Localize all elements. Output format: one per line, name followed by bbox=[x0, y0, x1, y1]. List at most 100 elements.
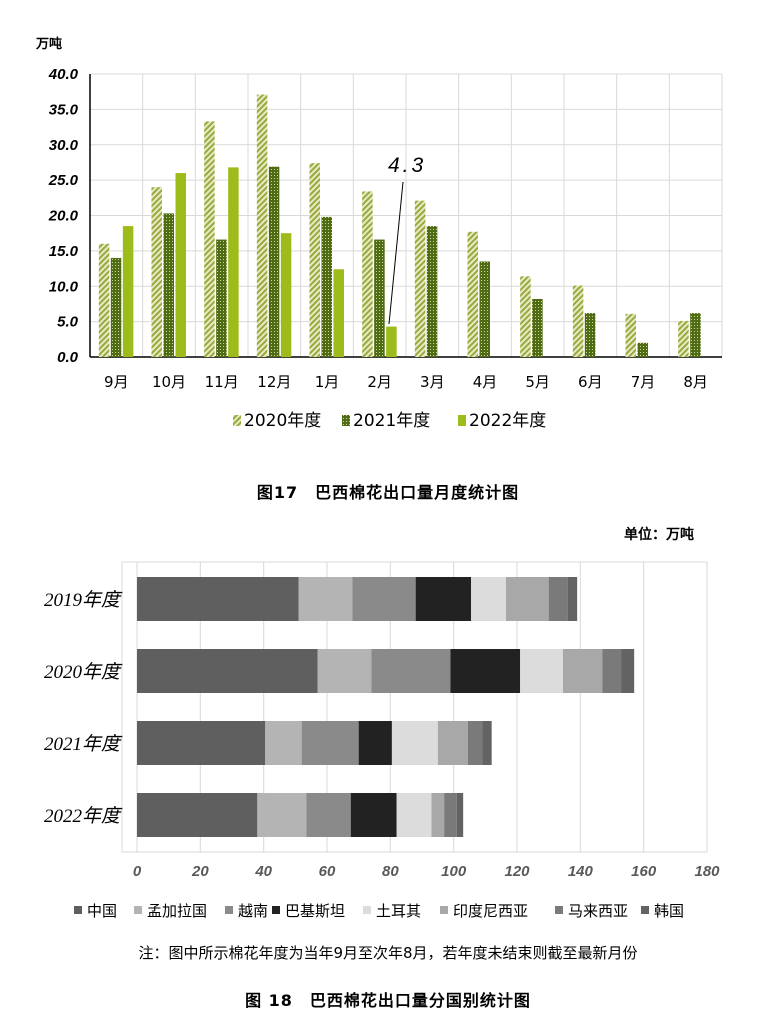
x-tick-label: 6月 bbox=[578, 373, 603, 391]
bar-2021年度-9月 bbox=[110, 257, 122, 357]
x-tick-label: 1月 bbox=[315, 373, 340, 391]
y-tick-label: 40.0 bbox=[48, 66, 79, 83]
bar-2021年度-6月 bbox=[584, 313, 596, 357]
figure18-note: 注：图中所示棉花年度为当年9月至次年8月，若年度未结束则截至最新月份 bbox=[138, 944, 637, 962]
bar-2020年度-12月 bbox=[256, 94, 268, 357]
bar-孟加拉国-2019年度 bbox=[298, 577, 353, 621]
legend-label-2021年度: 2021年度 bbox=[353, 411, 430, 431]
bar-巴基斯坦-2022年度 bbox=[350, 793, 397, 837]
bar-2022年度-9月 bbox=[122, 226, 134, 357]
y-tick-label: 15.0 bbox=[49, 243, 79, 260]
bar-韩国-2021年度 bbox=[482, 721, 492, 765]
figure17-legend: 2020年度 2021年度 2022年度 bbox=[233, 411, 546, 431]
bar-2022年度-2月 bbox=[386, 326, 397, 357]
figure17-bars bbox=[98, 94, 701, 357]
bar-印度尼西亚-2021年度 bbox=[437, 721, 468, 765]
x-tick-label: 100 bbox=[441, 863, 467, 880]
bar-越南-2019年度 bbox=[352, 577, 416, 621]
bar-2020年度-10月 bbox=[151, 187, 162, 357]
bar-2021年度-4月 bbox=[479, 261, 490, 357]
bar-韩国-2020年度 bbox=[621, 649, 635, 693]
legend-label-2020年度: 2020年度 bbox=[244, 411, 321, 431]
figure18-country-chart: 单位：万吨 2019年度 2020年度 2021年度 2022年度 0 20 40 60 80… bbox=[44, 526, 720, 1010]
annotation-label: 4.3 bbox=[388, 154, 426, 177]
bar-2020年度-7月 bbox=[625, 313, 636, 357]
x-tick-label: 120 bbox=[504, 863, 530, 880]
x-tick-label: 20 bbox=[191, 863, 209, 880]
bar-2020年度-8月 bbox=[678, 320, 689, 357]
bar-2021年度-1月 bbox=[321, 216, 332, 357]
bar-巴基斯坦-2020年度 bbox=[450, 649, 521, 693]
bar-2020年度-4月 bbox=[467, 231, 478, 357]
bar-马来西亚-2020年度 bbox=[602, 649, 622, 693]
legend-label-韩国: 韩国 bbox=[654, 902, 684, 920]
bar-2020年度-2月 bbox=[362, 191, 373, 357]
legend-swatch-越南 bbox=[225, 906, 233, 914]
bar-2020年度-1月 bbox=[309, 163, 320, 357]
figure17-monthly-chart: 万吨 0.0 5.0 10.0 15.0 20.0 25.0 30.0 35.0 40.0 9月… bbox=[35, 36, 723, 502]
bar-2021年度-11月 bbox=[216, 239, 227, 357]
x-tick-label: 60 bbox=[319, 863, 336, 880]
y-tick-label: 20.0 bbox=[48, 208, 79, 225]
bar-2020年度-3月 bbox=[414, 200, 426, 357]
x-tick-label: 4月 bbox=[473, 373, 498, 391]
figure18-caption: 图 18 巴西棉花出口量分国别统计图 bbox=[245, 991, 531, 1010]
bar-孟加拉国-2021年度 bbox=[265, 721, 302, 765]
bar-2021年度-12月 bbox=[268, 166, 280, 357]
legend-swatch-中国 bbox=[74, 906, 82, 914]
bar-越南-2022年度 bbox=[306, 793, 351, 837]
legend-label-孟加拉国: 孟加拉国 bbox=[147, 902, 207, 920]
bar-2021年度-5月 bbox=[532, 298, 543, 357]
legend-swatch-2021年度 bbox=[342, 415, 350, 426]
x-tick-label: 3月 bbox=[420, 373, 445, 391]
legend-label-马来西亚: 马来西亚 bbox=[568, 902, 628, 920]
bar-2021年度-2月 bbox=[374, 239, 385, 357]
x-tick-label: 0 bbox=[133, 863, 142, 880]
x-tick-label: 180 bbox=[694, 863, 720, 880]
x-tick-label: 12月 bbox=[257, 373, 291, 391]
x-tick-label: 5月 bbox=[525, 373, 550, 391]
bar-2021年度-10月 bbox=[163, 213, 174, 357]
bar-2020年度-6月 bbox=[572, 285, 584, 357]
x-tick-label: 2月 bbox=[367, 373, 392, 391]
bar-2020年度-11月 bbox=[204, 121, 215, 357]
bar-中国-2020年度 bbox=[137, 649, 318, 693]
figure17-unit-label: 万吨 bbox=[35, 36, 62, 52]
bar-孟加拉国-2022年度 bbox=[257, 793, 307, 837]
bar-2022年度-12月 bbox=[280, 233, 292, 357]
bar-巴基斯坦-2021年度 bbox=[358, 721, 392, 765]
bar-印度尼西亚-2019年度 bbox=[505, 577, 549, 621]
y-tick-label: 35.0 bbox=[49, 101, 79, 118]
y-tick-label: 5.0 bbox=[57, 314, 79, 331]
legend-swatch-印度尼西亚 bbox=[440, 906, 448, 914]
legend-swatch-土耳其 bbox=[363, 906, 371, 914]
figure17-x-tick-labels: 9月 10月 11月 12月 1月 2月 3月 4月 5月 6月 7月 8月 bbox=[104, 373, 708, 391]
legend-swatch-2020年度 bbox=[233, 415, 241, 426]
figure17-y-tick-labels: 0.0 5.0 10.0 15.0 20.0 25.0 30.0 35.0 40.0 bbox=[48, 66, 79, 366]
x-tick-label: 11月 bbox=[205, 373, 239, 391]
bar-2022年度-1月 bbox=[333, 269, 344, 357]
x-tick-label: 7月 bbox=[631, 373, 656, 391]
legend-swatch-巴基斯坦 bbox=[272, 906, 280, 914]
bar-2020年度-5月 bbox=[520, 276, 531, 357]
y-tick-label: 30.0 bbox=[49, 137, 79, 154]
figure17-caption: 图17 巴西棉花出口量月度统计图 bbox=[257, 483, 519, 502]
bar-土耳其-2019年度 bbox=[471, 577, 506, 621]
figure18-legend: 中国 孟加拉国 越南 巴基斯坦 土耳其 印度尼西亚 马来西亚 韩国 bbox=[74, 902, 684, 920]
legend-swatch-韩国 bbox=[641, 906, 649, 914]
bar-2022年度-11月 bbox=[228, 167, 239, 357]
bar-巴基斯坦-2019年度 bbox=[415, 577, 472, 621]
x-tick-label: 40 bbox=[254, 863, 272, 880]
legend-label-巴基斯坦: 巴基斯坦 bbox=[285, 902, 345, 920]
legend-label-中国: 中国 bbox=[87, 902, 117, 920]
bar-土耳其-2022年度 bbox=[396, 793, 432, 837]
bar-2021年度-3月 bbox=[426, 226, 438, 357]
bar-孟加拉国-2020年度 bbox=[317, 649, 372, 693]
legend-label-土耳其: 土耳其 bbox=[376, 902, 421, 920]
y-tick-label: 0.0 bbox=[57, 349, 79, 366]
bar-中国-2019年度 bbox=[137, 577, 299, 621]
figure18-bars bbox=[137, 577, 635, 837]
bar-马来西亚-2021年度 bbox=[467, 721, 483, 765]
bar-中国-2021年度 bbox=[137, 721, 266, 765]
legend-swatch-孟加拉国 bbox=[134, 906, 142, 914]
